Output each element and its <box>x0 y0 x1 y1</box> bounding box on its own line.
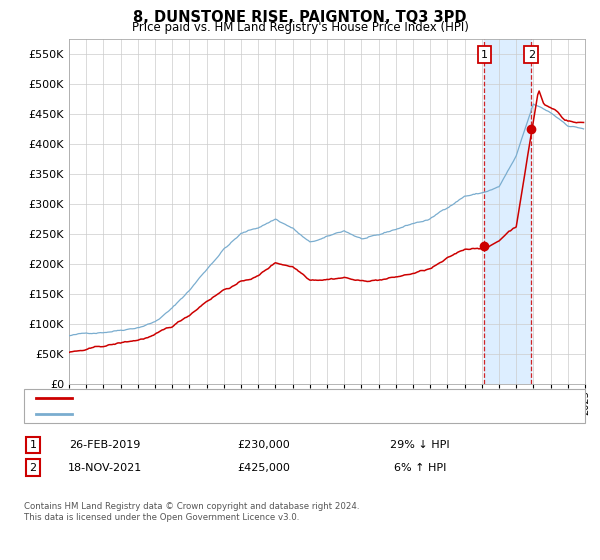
Text: Price paid vs. HM Land Registry's House Price Index (HPI): Price paid vs. HM Land Registry's House … <box>131 21 469 34</box>
Text: 18-NOV-2021: 18-NOV-2021 <box>68 463 142 473</box>
Text: Contains HM Land Registry data © Crown copyright and database right 2024.: Contains HM Land Registry data © Crown c… <box>24 502 359 511</box>
Text: 26-FEB-2019: 26-FEB-2019 <box>70 440 140 450</box>
Text: £230,000: £230,000 <box>238 440 290 450</box>
Text: 8, DUNSTONE RISE, PAIGNTON, TQ3 3PD: 8, DUNSTONE RISE, PAIGNTON, TQ3 3PD <box>133 10 467 25</box>
Text: 2: 2 <box>528 49 535 59</box>
Text: 1: 1 <box>481 49 488 59</box>
Text: 8, DUNSTONE RISE, PAIGNTON, TQ3 3PD (detached house): 8, DUNSTONE RISE, PAIGNTON, TQ3 3PD (det… <box>81 393 386 403</box>
Text: 6% ↑ HPI: 6% ↑ HPI <box>394 463 446 473</box>
Text: 29% ↓ HPI: 29% ↓ HPI <box>390 440 450 450</box>
Text: 2: 2 <box>29 463 37 473</box>
Text: HPI: Average price, detached house, Torbay: HPI: Average price, detached house, Torb… <box>81 409 308 419</box>
Text: This data is licensed under the Open Government Licence v3.0.: This data is licensed under the Open Gov… <box>24 514 299 522</box>
Text: £425,000: £425,000 <box>238 463 290 473</box>
Text: 1: 1 <box>29 440 37 450</box>
Bar <box>484 39 532 384</box>
